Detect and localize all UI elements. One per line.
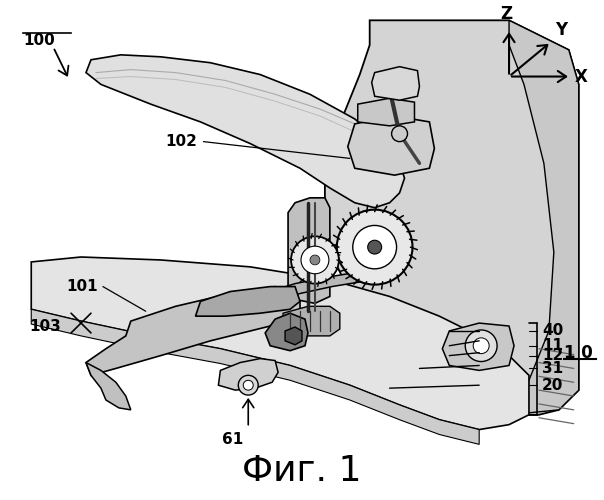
Polygon shape [288,198,330,304]
Text: 101: 101 [66,279,98,294]
Polygon shape [31,310,479,444]
Circle shape [239,376,258,395]
Text: X: X [575,68,588,86]
Circle shape [337,210,413,284]
Text: 100: 100 [24,33,55,48]
Polygon shape [285,327,302,345]
Text: 31: 31 [542,361,563,376]
Polygon shape [358,98,414,126]
Circle shape [391,126,408,142]
Polygon shape [265,313,308,350]
Circle shape [353,226,397,269]
Polygon shape [219,358,278,390]
Circle shape [243,380,253,390]
Polygon shape [371,66,419,100]
Text: 102: 102 [165,134,198,149]
Text: Y: Y [555,21,567,39]
Polygon shape [86,362,131,410]
Text: 40: 40 [542,324,563,338]
Circle shape [368,240,382,254]
Polygon shape [442,323,514,370]
Polygon shape [86,55,405,208]
Polygon shape [509,20,579,415]
Polygon shape [31,257,529,430]
Circle shape [310,255,320,265]
Polygon shape [270,272,362,302]
Circle shape [291,236,339,284]
Text: 61: 61 [222,432,243,446]
Text: 11: 11 [542,338,563,353]
Text: 20: 20 [542,378,564,392]
Text: Фиг. 1: Фиг. 1 [242,454,362,488]
Circle shape [301,246,329,274]
Text: 12: 12 [542,348,563,363]
Circle shape [473,338,489,353]
Polygon shape [86,286,300,376]
Text: 103: 103 [29,318,61,334]
Text: Z: Z [500,6,512,24]
Polygon shape [325,20,579,415]
Polygon shape [283,306,340,336]
Circle shape [465,330,497,362]
Polygon shape [196,286,300,316]
Polygon shape [348,116,434,175]
Text: 1 0: 1 0 [564,344,593,361]
